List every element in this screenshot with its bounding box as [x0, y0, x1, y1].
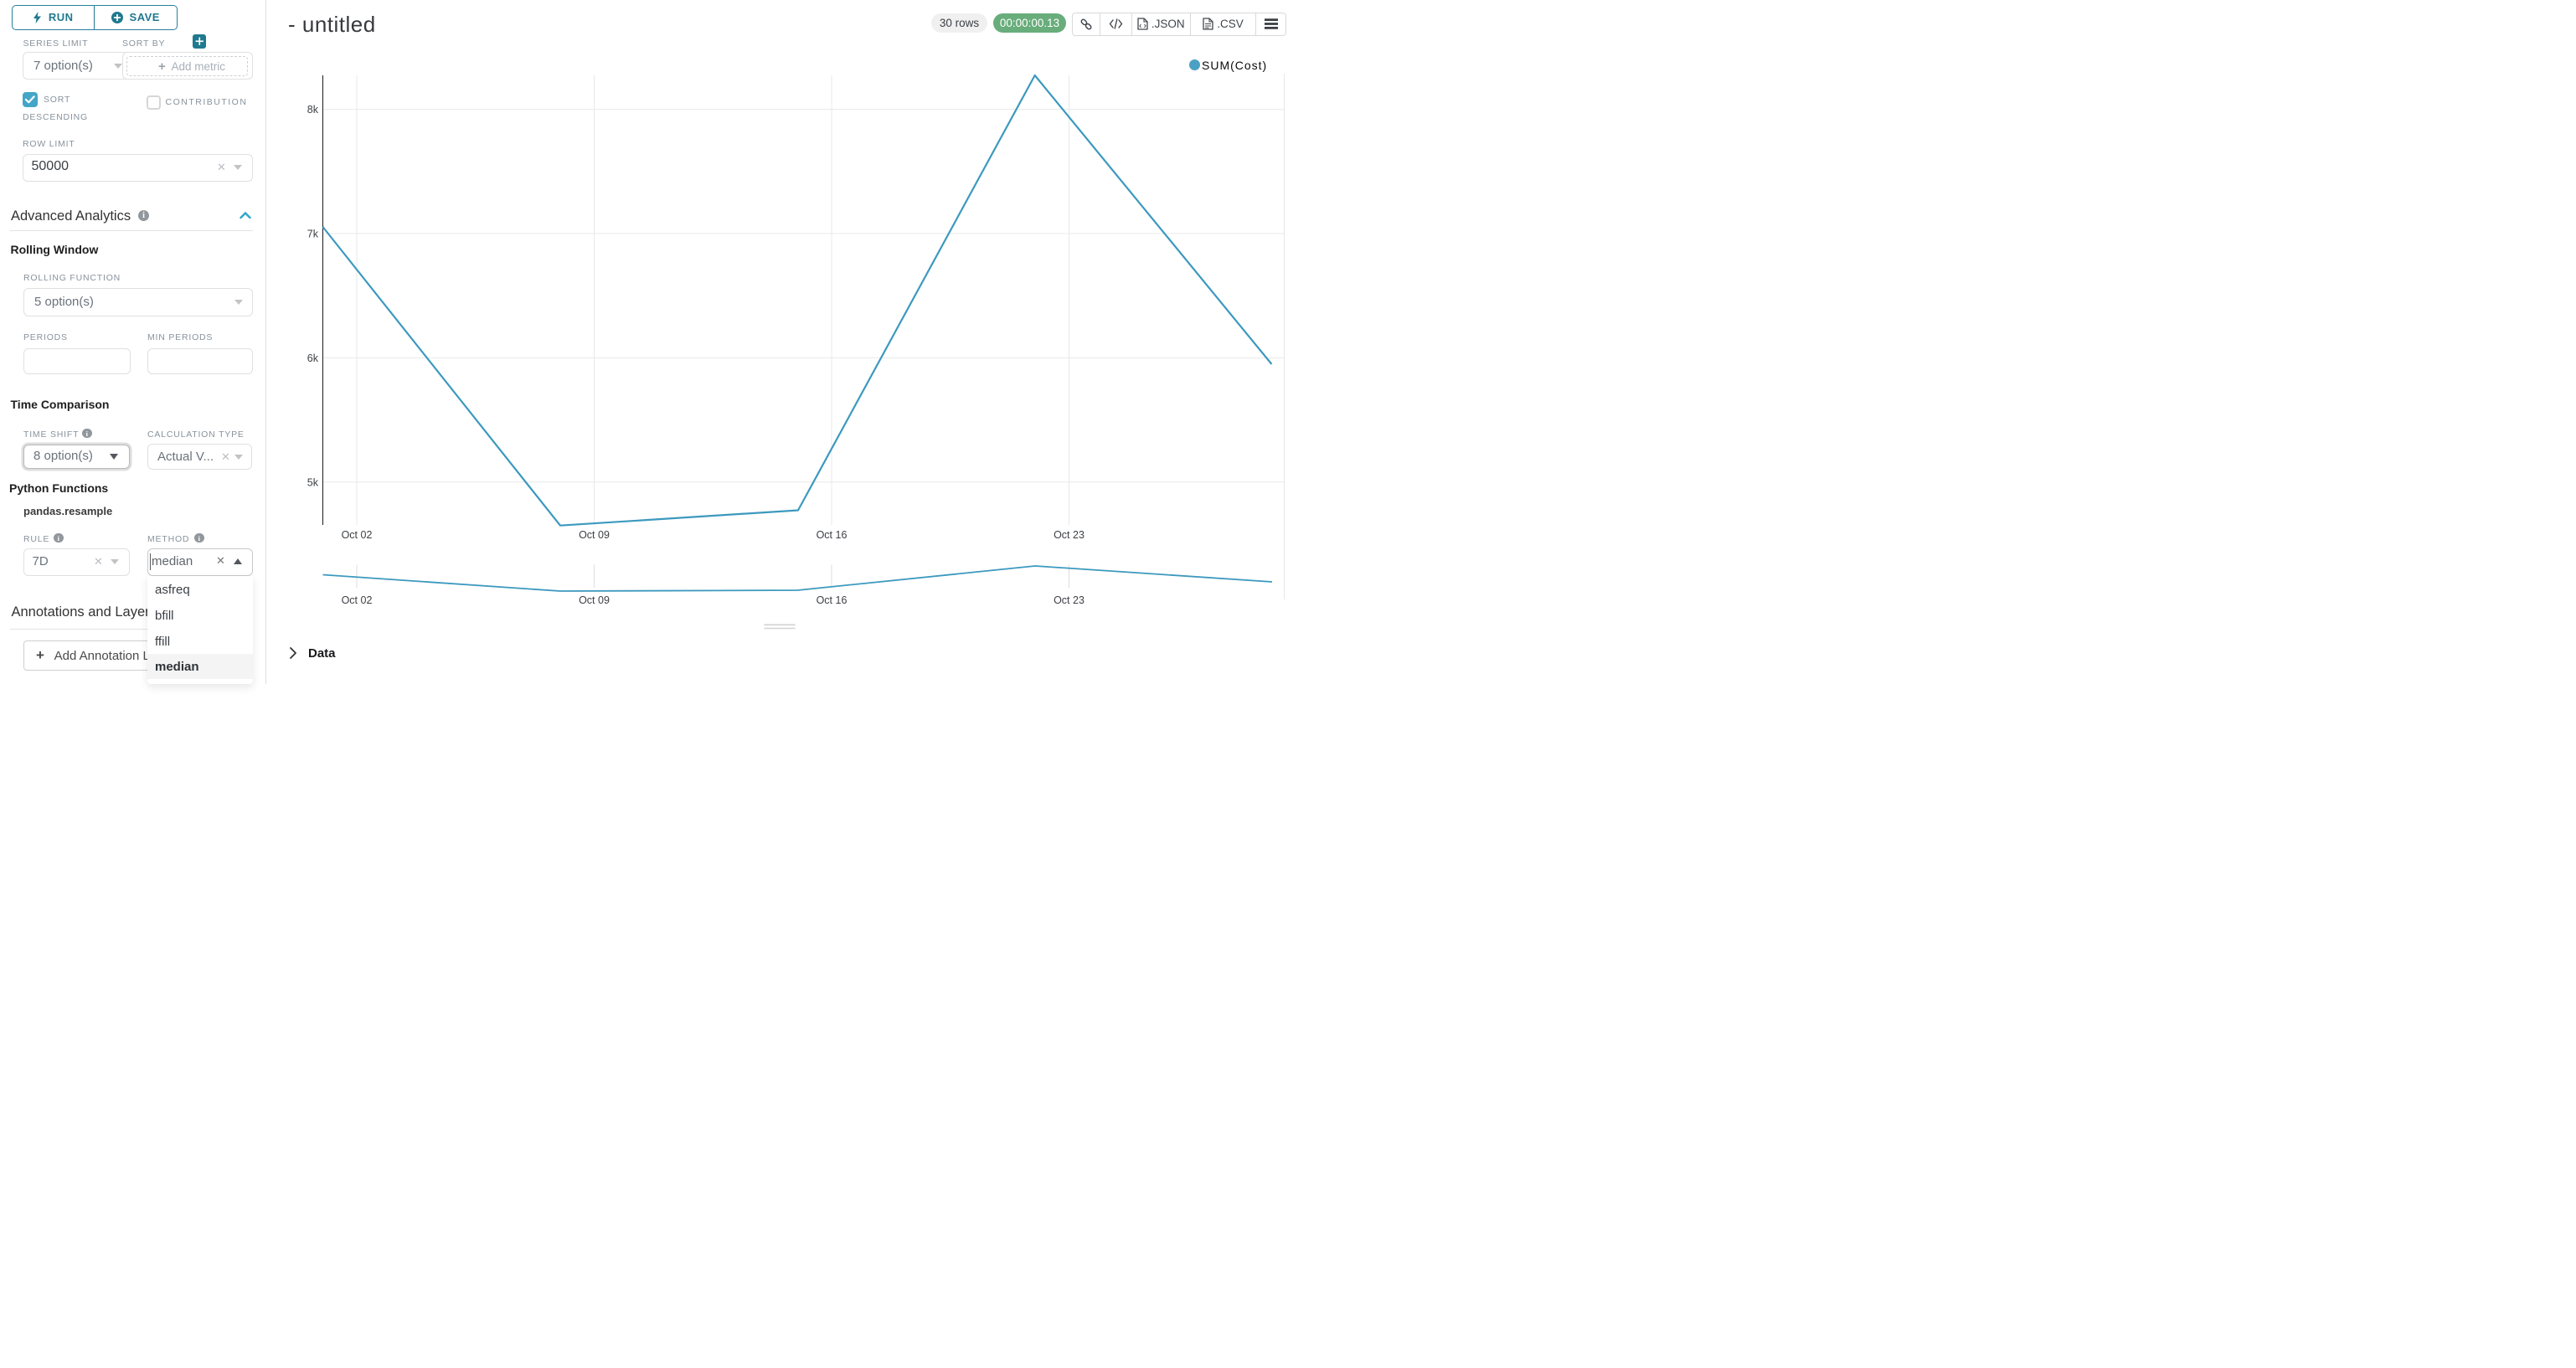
svg-text:Oct 23: Oct 23: [1054, 594, 1084, 606]
svg-text:Data: Data: [308, 646, 336, 661]
svg-text:Oct 16: Oct 16: [817, 594, 848, 606]
svg-text:Oct 23: Oct 23: [1054, 529, 1084, 541]
svg-text:7k: 7k: [307, 229, 319, 240]
svg-text:6k: 6k: [307, 352, 319, 364]
svg-text:Oct 02: Oct 02: [342, 594, 373, 606]
svg-text:Oct 16: Oct 16: [817, 529, 848, 541]
svg-text:5k: 5k: [307, 476, 319, 488]
svg-text:Oct 02: Oct 02: [342, 529, 373, 541]
svg-text:8k: 8k: [307, 104, 319, 116]
svg-text:Oct 09: Oct 09: [579, 594, 610, 606]
svg-text:Oct 09: Oct 09: [579, 529, 610, 541]
